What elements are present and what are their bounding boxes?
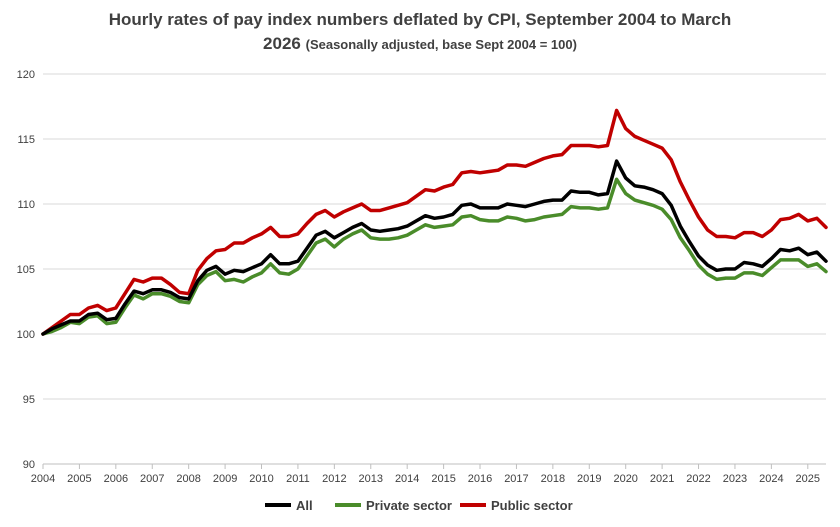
legend-label-all: All (296, 498, 313, 513)
x-tick-label: 2011 (286, 473, 310, 485)
chart-subtitle: (Seasonally adjusted, base Sept 2004 = 1… (305, 37, 577, 52)
x-tick-label: 2004 (31, 473, 55, 485)
x-tick-label: 2022 (686, 473, 710, 485)
series-line-all (41, 159, 828, 336)
x-tick-label: 2017 (504, 473, 528, 485)
x-axis: 2004 2005 2006 2007 2008 2009 2010 2011 2012 2013… (31, 463, 826, 485)
y-tick-label: 105 (17, 264, 35, 276)
y-axis-ticks: 90 95 100 105 110 115 120 (17, 69, 35, 471)
y-tick-label: 120 (17, 69, 35, 81)
chart-title: Hourly rates of pay index numbers deflat… (108, 10, 732, 29)
series-line-private-sector (41, 177, 828, 336)
chart-title-year: 2026 (263, 34, 301, 53)
chart-title-block: Hourly rates of pay index numbers deflat… (0, 8, 840, 57)
x-tick-label: 2020 (613, 473, 637, 485)
x-tick-label: 2023 (723, 473, 747, 485)
x-tick-label: 2025 (796, 473, 820, 485)
x-tick-label: 2016 (468, 473, 492, 485)
y-tick-label: 110 (17, 199, 35, 211)
x-tick-label: 2008 (176, 473, 200, 485)
x-tick-label: 2015 (431, 473, 455, 485)
x-tick-label: 2024 (759, 473, 783, 485)
x-tick-label: 2006 (104, 473, 128, 485)
legend-label-public-sector: Public sector (491, 498, 573, 513)
chart-title-line2: 2026 (Seasonally adjusted, base Sept 200… (0, 32, 840, 57)
x-tick-label: 2021 (650, 473, 674, 485)
legend: All Private sector Public sector (265, 498, 573, 513)
x-tick-label: 2018 (541, 473, 565, 485)
x-tick-label: 2014 (395, 473, 419, 485)
x-tick-label: 2009 (213, 473, 237, 485)
x-tick-label: 2019 (577, 473, 601, 485)
legend-label-private-sector: Private sector (366, 498, 452, 513)
x-tick-label: 2013 (359, 473, 383, 485)
x-tick-label: 2012 (322, 473, 346, 485)
series-line-public-sector (41, 108, 828, 336)
y-tick-label: 115 (17, 134, 35, 146)
grid-lines (43, 73, 826, 465)
x-tick-label: 2005 (67, 473, 91, 485)
y-tick-label: 100 (17, 329, 35, 341)
y-tick-label: 95 (23, 394, 35, 406)
series-lines (41, 108, 828, 336)
x-tick-label: 2010 (249, 473, 273, 485)
x-tick-label: 2007 (140, 473, 164, 485)
y-tick-label: 90 (23, 459, 35, 471)
